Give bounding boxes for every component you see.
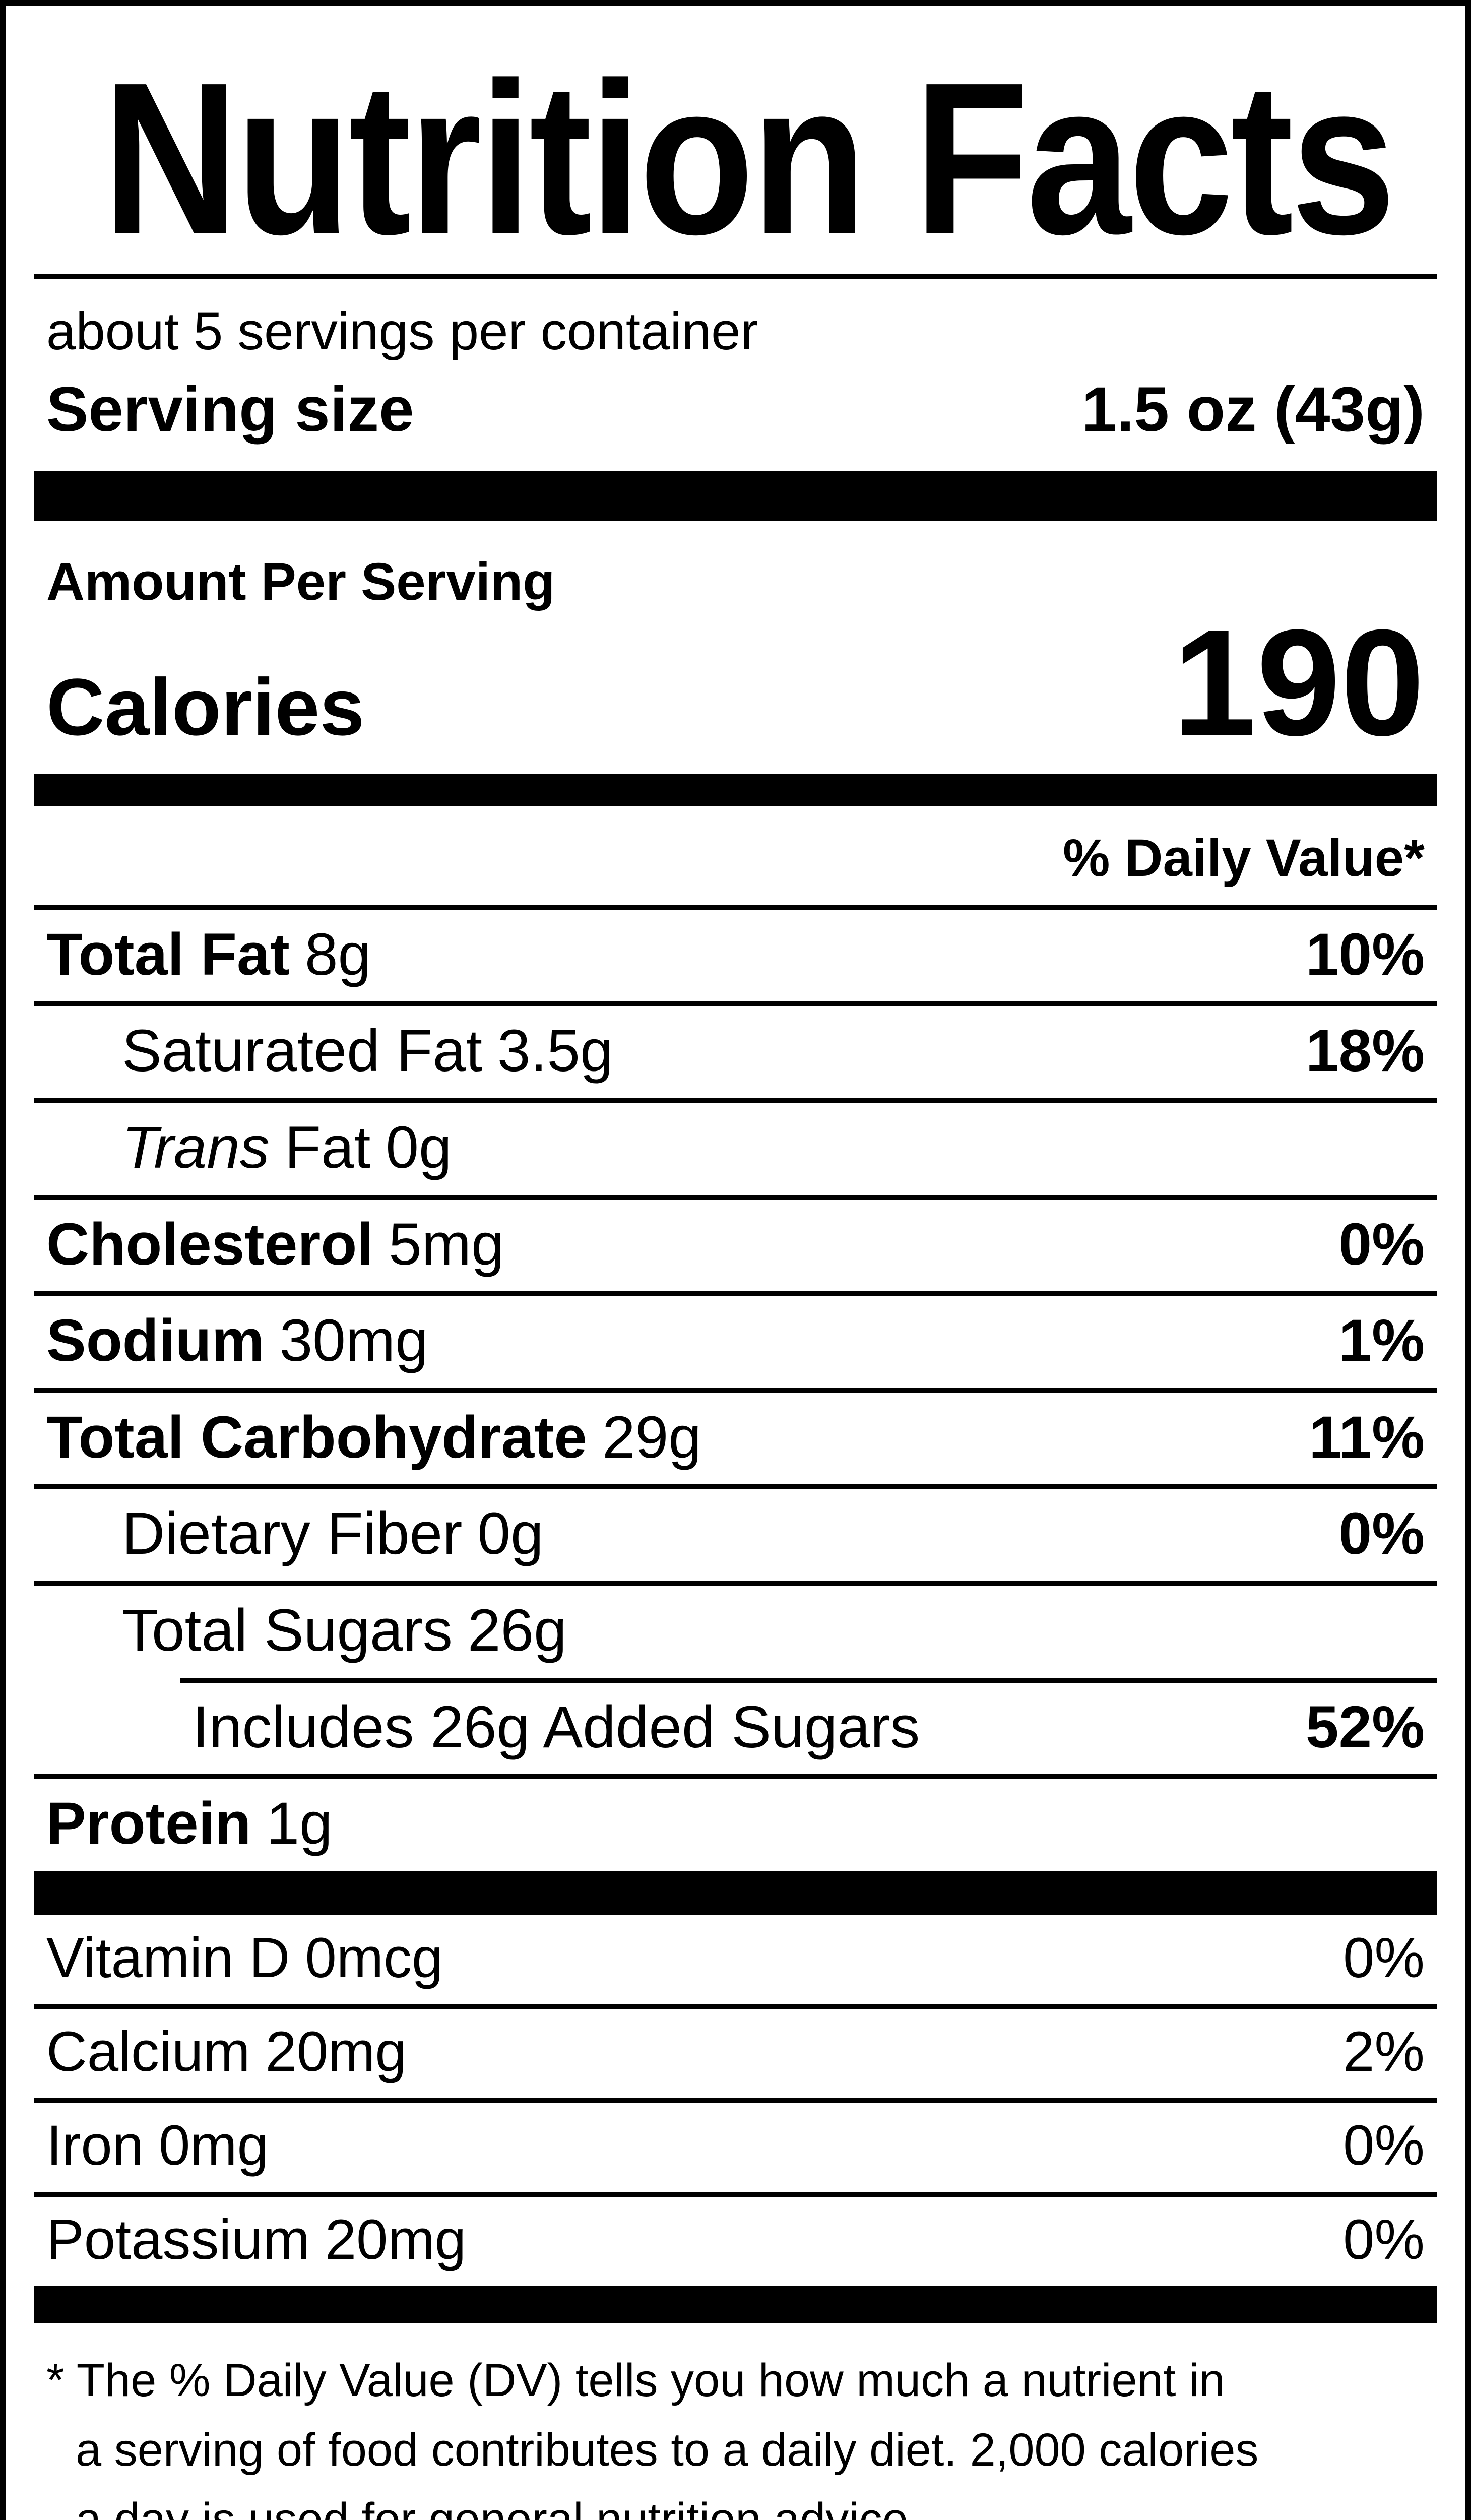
nutrient-dv: 2% <box>1343 2020 1425 2084</box>
micronutrient-table: Vitamin D 0mcg 0% Calcium 20mg 2% Iron 0mg … <box>34 1915 1437 2286</box>
label-title: Nutrition Facts <box>6 6 1465 267</box>
nutrient-table: % Daily Value* Total Fat 8g 10% Saturated… <box>34 806 1437 1871</box>
nutrient-row-saturated-fat: Saturated Fat 3.5g 18% <box>34 1001 1437 1098</box>
nutrient-name: Protein <box>46 1790 251 1857</box>
nutrient-name: Includes 26g Added Sugars <box>193 1693 920 1760</box>
nutrient-name: Fat <box>284 1114 371 1181</box>
nutrient-name: Dietary Fiber <box>122 1500 463 1567</box>
calories-label: Calories <box>46 661 365 752</box>
nutrient-name: Vitamin D <box>46 1926 290 1989</box>
nutrient-amount: 8g <box>304 921 371 988</box>
thick-divider-bar <box>34 773 1437 806</box>
amount-per-serving: Amount Per Serving <box>46 552 555 611</box>
nutrient-row-trans-fat: Trans Fat 0g <box>34 1098 1437 1195</box>
nutrient-dv: 0% <box>1343 2114 1425 2177</box>
nutrient-dv: 52% <box>1305 1693 1425 1760</box>
nutrient-row-sodium: Sodium 30mg 1% <box>34 1291 1437 1388</box>
serving-size-label: Serving size <box>46 374 414 445</box>
nutrient-amount: 0g <box>477 1500 544 1567</box>
nutrient-dv: 0% <box>1338 1500 1425 1567</box>
nutrient-name: Total Carbohydrate <box>46 1404 588 1471</box>
nutrient-dv: 18% <box>1305 1018 1425 1085</box>
label-title-text: Nutrition Facts <box>102 38 1395 280</box>
nutrient-amount: 0g <box>386 1114 452 1181</box>
micronutrient-row-vitamin-d: Vitamin D 0mcg 0% <box>34 1915 1437 2004</box>
nutrient-row-total-fat: Total Fat 8g 10% <box>34 905 1437 1002</box>
thick-divider-bar <box>34 2286 1437 2323</box>
micronutrient-row-calcium: Calcium 20mg 2% <box>34 2004 1437 2098</box>
thick-divider-bar <box>34 1870 1437 1915</box>
daily-value-header: % Daily Value* <box>1063 828 1425 888</box>
footnote-line: a serving of food contributes to a daily… <box>76 2424 1259 2476</box>
nutrient-name: Potassium <box>46 2208 310 2271</box>
nutrient-amount: 20mg <box>265 2020 407 2084</box>
nutrient-name: Total Fat <box>46 921 290 988</box>
calories-value: 190 <box>1172 597 1425 767</box>
nutrient-name: Calcium <box>46 2020 250 2084</box>
nutrient-row-added-sugars: Includes 26g Added Sugars 52% <box>180 1677 1437 1775</box>
nutrient-amount: 20mg <box>325 2208 467 2271</box>
nutrient-amount: 5mg <box>389 1211 504 1278</box>
servings-per-container: about 5 servings per container <box>46 302 758 361</box>
nutrient-amount: 30mg <box>279 1307 428 1374</box>
thick-divider-bar <box>34 470 1437 521</box>
nutrient-amount: 1g <box>266 1790 333 1857</box>
nutrient-name: Total Sugars <box>122 1597 453 1664</box>
footnote-line: * The % Daily Value (DV) tells you how m… <box>46 2355 1225 2407</box>
nutrient-name: Iron <box>46 2114 144 2177</box>
nutrient-amount: 26g <box>467 1597 567 1664</box>
nutrient-amount: 0mcg <box>305 1926 443 1989</box>
nutrient-name: Cholesterol <box>46 1211 374 1278</box>
thin-divider <box>34 274 1437 279</box>
nutrient-row-protein: Protein 1g <box>34 1774 1437 1871</box>
nutrient-amount: 3.5g <box>497 1018 613 1085</box>
nutrient-amount: 29g <box>602 1404 701 1471</box>
nutrient-row-total-carbohydrate: Total Carbohydrate 29g 11% <box>34 1388 1437 1485</box>
nutrient-row-dietary-fiber: Dietary Fiber 0g 0% <box>34 1484 1437 1581</box>
nutrient-name: Sodium <box>46 1307 265 1374</box>
footnote-line: a day is used for general nutrition advi… <box>76 2494 921 2520</box>
nutrient-name: Saturated Fat <box>122 1018 482 1085</box>
nutrient-dv: 0% <box>1343 1926 1425 1989</box>
nutrient-dv: 10% <box>1305 921 1425 988</box>
nutrient-dv: 0% <box>1343 2208 1425 2271</box>
nutrient-name-italic: Trans <box>122 1114 270 1181</box>
nutrient-row-cholesterol: Cholesterol 5mg 0% <box>34 1194 1437 1292</box>
nutrient-row-total-sugars: Total Sugars 26g <box>34 1581 1437 1678</box>
serving-size-value: 1.5 oz (43g) <box>1081 374 1425 445</box>
daily-value-footnote: * The % Daily Value (DV) tells you how m… <box>6 2323 1465 2520</box>
calories-row: Calories 190 <box>46 597 1425 774</box>
nutrient-dv: 1% <box>1338 1307 1425 1374</box>
micronutrient-row-potassium: Potassium 20mg 0% <box>34 2191 1437 2286</box>
nutrient-amount: 0mg <box>159 2114 269 2177</box>
nutrient-dv: 11% <box>1309 1404 1425 1471</box>
micronutrient-row-iron: Iron 0mg 0% <box>34 2098 1437 2191</box>
serving-size-row: Serving size 1.5 oz (43g) <box>46 364 1425 470</box>
nutrient-dv: 0% <box>1338 1211 1425 1278</box>
